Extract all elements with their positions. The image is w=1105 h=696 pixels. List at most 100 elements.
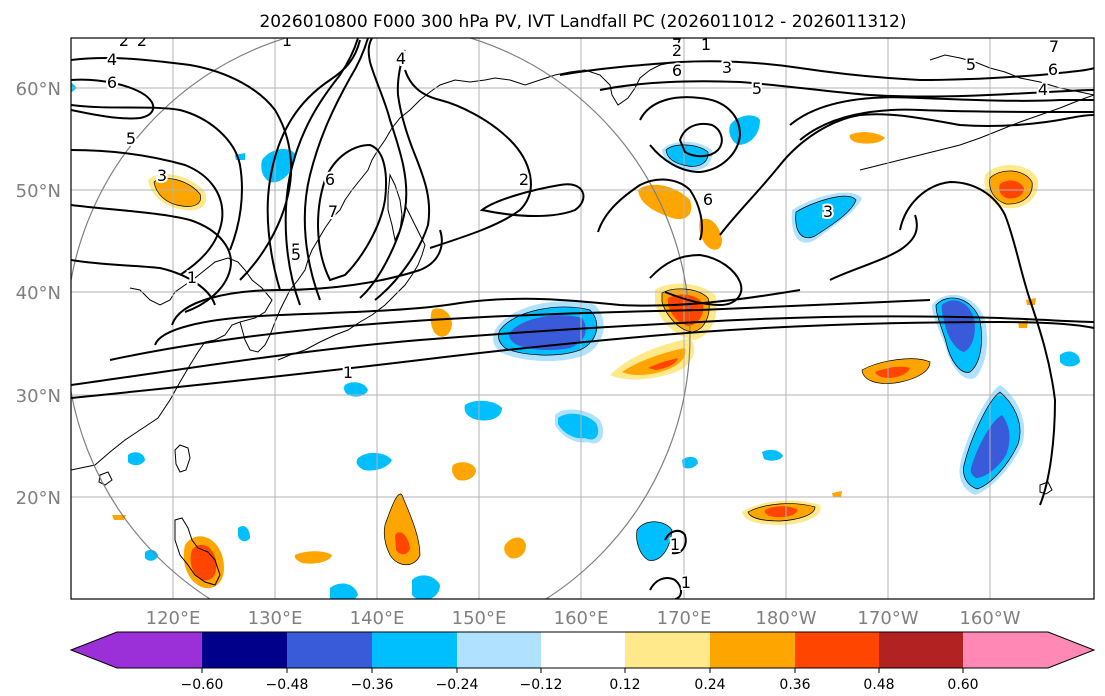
lon-label-180w: 180°W	[755, 608, 816, 629]
coastline-japan	[277, 204, 426, 361]
contour-1-jet	[71, 320, 1094, 399]
contour-label: 6	[107, 73, 117, 92]
colorbar-tick-label: −0.24	[436, 677, 479, 692]
contour-label: 2	[119, 31, 129, 50]
colorbar-swatch-8	[795, 632, 879, 668]
colorbar-tick-label: 0.36	[779, 677, 810, 692]
contour-north-pacific-1	[559, 60, 1094, 82]
lon-label-120e: 120°E	[146, 608, 201, 629]
contour-label: 6	[325, 170, 335, 189]
colorbar-tick-label: −0.12	[520, 677, 563, 692]
contour-label: 3	[823, 202, 833, 221]
colorbar-swatch-7	[710, 632, 795, 668]
contour-label: 4	[107, 50, 117, 69]
contour-label: 4	[396, 49, 406, 68]
contour-label: 1	[343, 363, 353, 382]
lon-label-130e: 130°E	[248, 608, 303, 629]
lat-label-50n: 50°N	[16, 181, 61, 202]
coastline-korea	[239, 227, 326, 353]
contour-aleutian-inner	[678, 122, 723, 158]
contour-label: 5	[291, 245, 301, 264]
contour-western-2	[71, 104, 243, 251]
anomaly-mongolia	[148, 173, 207, 211]
colorbar-swatch-1	[202, 632, 287, 668]
contour-cutoff-east	[899, 180, 1057, 506]
coastline-philippines	[174, 517, 221, 586]
contour-western-3	[71, 149, 224, 276]
contour-label: 1	[701, 35, 711, 54]
figure-title: 2026010800 F000 300 hPa PV, IVT Landfall…	[259, 12, 906, 32]
contour-label: 7	[328, 202, 338, 221]
contour-label: 7	[672, 35, 682, 54]
contour-label: 6	[1048, 60, 1058, 79]
contour-label: 3	[722, 58, 732, 77]
coastlines	[71, 54, 1094, 586]
contour-label: 2	[519, 170, 529, 189]
anomaly-near-180-50N	[638, 184, 722, 250]
coastline-hainan	[98, 471, 113, 486]
contour-ridge-east-2	[374, 49, 431, 301]
lat-label-20n: 20°N	[16, 488, 61, 509]
contour-label: 5	[966, 55, 976, 74]
contour-small-mongolia	[71, 78, 155, 120]
contour-2-jet	[71, 315, 1094, 386]
lat-label-30n: 30°N	[16, 386, 61, 407]
contour-label: 1	[282, 31, 292, 50]
map-frame	[70, 37, 1095, 600]
longitude-labels: 120°E 130°E 140°E 150°E 160°E 170°E 180°…	[146, 608, 1021, 629]
colorbar-tick-label: −0.48	[266, 677, 309, 692]
contour-trough-180	[719, 113, 1094, 236]
coastline-arctic-east	[929, 54, 1094, 96]
colorbar-swatch-9	[879, 632, 963, 668]
coastline-russia-far-east	[324, 69, 586, 229]
contour-label: 1	[681, 573, 691, 592]
colorbar-swatch-5	[541, 632, 625, 668]
coastline-kamchatka	[584, 61, 676, 106]
lat-label-60n: 60°N	[16, 79, 61, 100]
contour-labels: 2 1 2 4 6 5 3 6 7 5 2 1 4 3 5 5 6 4 7 6 …	[105, 31, 1061, 594]
contour-label: 1	[187, 268, 197, 287]
colorbar-ticks	[201, 668, 964, 673]
contour-label: 3	[157, 166, 167, 185]
anomaly-outlines	[153, 144, 1033, 566]
contour-trough-inner	[317, 143, 388, 282]
contour-trough-west-3	[303, 38, 369, 301]
contour-western-1	[71, 56, 293, 281]
latitude-labels: 60°N 50°N 40°N 30°N 20°N	[16, 79, 61, 509]
pv-positive-anomalies	[112, 132, 1039, 589]
contour-mid-pacific-1	[404, 69, 532, 249]
contour-1-near-170	[664, 529, 687, 555]
colorbar-swatch-4	[457, 632, 541, 668]
contour-label: 6	[703, 190, 713, 209]
contour-north-pacific-2	[599, 80, 1094, 98]
contour-far-east-small	[649, 577, 682, 599]
contour-label: 7	[1049, 37, 1059, 56]
anomaly-kamchatka-low	[610, 338, 695, 380]
map-content: 2 1 2 4 6 5 3 6 7 5 2 1 4 3 5 5 6 4 7 6 …	[71, 31, 1094, 599]
colorbar-tick-label: 0.24	[694, 677, 725, 692]
colorbar-tick-label: 0.48	[863, 677, 894, 692]
colorbar-swatch-3	[372, 632, 457, 668]
colorbar-tick-label: 0.12	[609, 677, 640, 692]
contour-western-4	[71, 204, 232, 313]
lon-label-150e: 150°E	[452, 608, 507, 629]
coastline-taiwan	[174, 444, 191, 473]
anomaly-north-blue	[71, 82, 862, 243]
contour-4-jet	[154, 289, 801, 346]
colorbar-tick-label: −0.36	[351, 677, 394, 692]
contour-mid-pacific-3	[597, 178, 703, 241]
colorbar-tick-label: 0.60	[947, 677, 978, 692]
lon-label-140e: 140°E	[350, 608, 405, 629]
colorbar-outline	[69, 631, 1096, 669]
contour-lines	[71, 38, 1094, 599]
colorbar-swatch-0	[71, 632, 202, 668]
colorbar: −0.60 −0.48 −0.36 −0.24 −0.12 0.12 0.24 …	[69, 631, 1096, 693]
contour-3-jet	[109, 299, 931, 361]
contour-label: 6	[672, 61, 682, 80]
contour-5-loop	[171, 229, 443, 326]
contour-label: 1	[670, 535, 680, 554]
coastline-east-asia	[71, 257, 273, 471]
lon-label-170w: 170°W	[857, 608, 918, 629]
